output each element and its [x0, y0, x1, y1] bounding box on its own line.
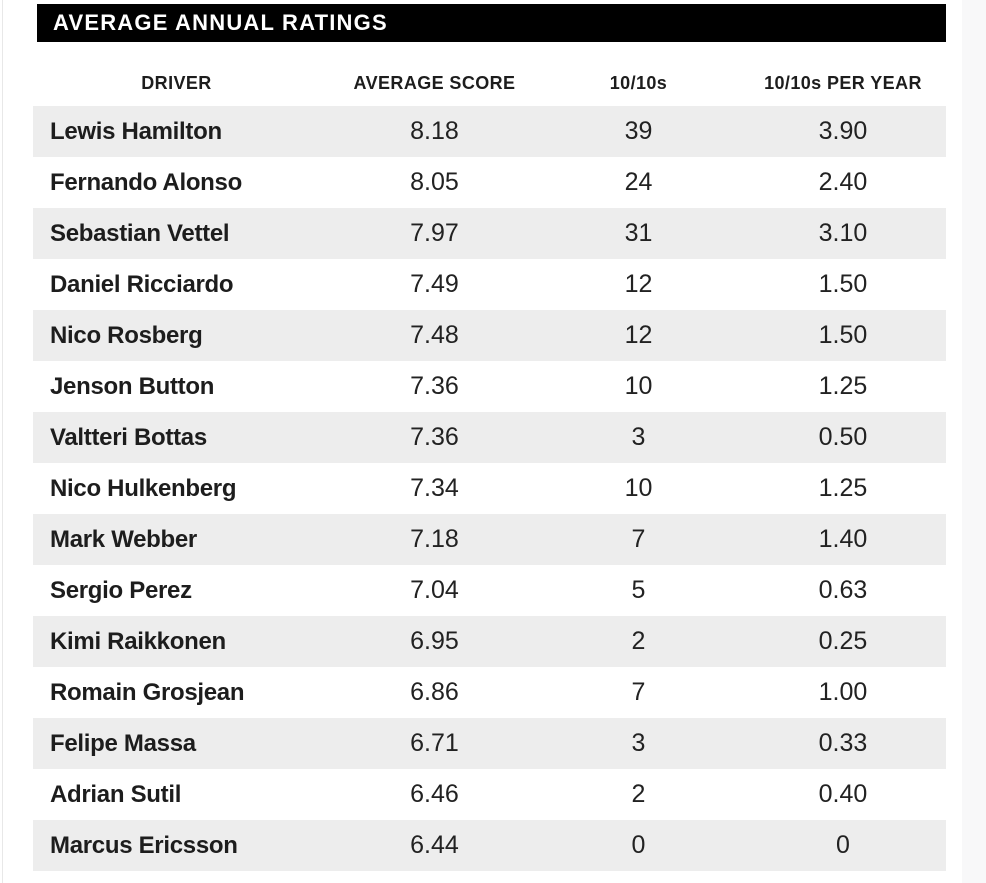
- driver-name-cell: Kimi Raikkonen: [50, 627, 226, 655]
- ratings-table: DRIVER AVERAGE SCORE 10/10s 10/10s PER Y…: [33, 42, 946, 871]
- table-row: Marcus Ericsson 6.44 0 0: [33, 820, 946, 871]
- average-score-cell: 8.05: [410, 168, 459, 196]
- table-row: Sebastian Vettel 7.97 31 3.10: [33, 208, 946, 259]
- average-score-cell: 6.95: [410, 627, 459, 655]
- column-header-average-score: AVERAGE SCORE: [353, 73, 516, 93]
- tens-per-year-cell: 0.33: [818, 729, 868, 757]
- tens-per-year-cell: 1.40: [818, 525, 868, 553]
- right-edge-strip: [962, 0, 986, 883]
- table-row: Valtteri Bottas 7.36 3 0.50: [33, 412, 946, 463]
- column-header-tens-per-year: 10/10s PER YEAR: [764, 73, 922, 93]
- column-header-driver: DRIVER: [141, 73, 212, 93]
- table-row: Felipe Massa 6.71 3 0.33: [33, 718, 946, 769]
- table-row: Romain Grosjean 6.86 7 1.00: [33, 667, 946, 718]
- table-row: Kimi Raikkonen 6.95 2 0.25: [33, 616, 946, 667]
- average-score-cell: 6.44: [410, 831, 459, 859]
- average-score-cell: 6.71: [410, 729, 459, 757]
- tens-count-cell: 24: [624, 168, 653, 196]
- tens-per-year-cell: 2.40: [818, 168, 868, 196]
- driver-name-cell: Nico Rosberg: [50, 321, 203, 349]
- tens-count-cell: 5: [631, 576, 646, 604]
- tens-count-cell: 10: [624, 372, 653, 400]
- tens-count-cell: 2: [631, 627, 646, 655]
- tens-per-year-cell: 0.25: [818, 627, 868, 655]
- page-title: AVERAGE ANNUAL RATINGS: [53, 10, 388, 35]
- tens-per-year-cell: 1.00: [818, 678, 868, 706]
- average-score-cell: 7.49: [410, 270, 459, 298]
- tens-count-cell: 39: [624, 117, 653, 145]
- tens-per-year-cell: 0.40: [818, 780, 868, 808]
- average-score-cell: 7.34: [410, 474, 459, 502]
- driver-name-cell: Jenson Button: [50, 372, 215, 400]
- table-row: Fernando Alonso 8.05 24 2.40: [33, 157, 946, 208]
- table-row: Lewis Hamilton 8.18 39 3.90: [33, 106, 946, 157]
- driver-name-cell: Mark Webber: [50, 525, 197, 553]
- column-header-tens: 10/10s: [609, 73, 668, 93]
- tens-per-year-cell: 1.50: [818, 321, 868, 349]
- tens-count-cell: 0: [631, 831, 646, 859]
- table-header-row: DRIVER AVERAGE SCORE 10/10s 10/10s PER Y…: [33, 42, 946, 106]
- tens-count-cell: 12: [624, 270, 653, 298]
- driver-name-cell: Sergio Perez: [50, 576, 192, 604]
- tens-count-cell: 7: [631, 678, 646, 706]
- tens-count-cell: 31: [624, 219, 653, 247]
- tens-per-year-cell: 1.25: [818, 474, 868, 502]
- table-row: Mark Webber 7.18 7 1.40: [33, 514, 946, 565]
- table-row: Sergio Perez 7.04 5 0.63: [33, 565, 946, 616]
- tens-per-year-cell: 1.25: [818, 372, 868, 400]
- average-score-cell: 6.86: [410, 678, 459, 706]
- table-row: Jenson Button 7.36 10 1.25: [33, 361, 946, 412]
- tens-count-cell: 3: [631, 423, 646, 451]
- average-score-cell: 7.48: [410, 321, 459, 349]
- table-body: Lewis Hamilton 8.18 39 3.90 Fernando Alo…: [33, 106, 946, 871]
- table-row: Nico Rosberg 7.48 12 1.50: [33, 310, 946, 361]
- average-score-cell: 7.36: [410, 423, 459, 451]
- driver-name-cell: Daniel Ricciardo: [50, 270, 234, 298]
- tens-per-year-cell: 0.63: [818, 576, 868, 604]
- driver-name-cell: Lewis Hamilton: [50, 117, 222, 145]
- tens-per-year-cell: 0.50: [818, 423, 868, 451]
- tens-count-cell: 2: [631, 780, 646, 808]
- tens-count-cell: 10: [624, 474, 653, 502]
- driver-name-cell: Romain Grosjean: [50, 678, 245, 706]
- driver-name-cell: Adrian Sutil: [50, 780, 182, 808]
- title-bar: AVERAGE ANNUAL RATINGS: [37, 4, 946, 42]
- left-edge-line: [2, 0, 3, 883]
- table-row: Daniel Ricciardo 7.49 12 1.50: [33, 259, 946, 310]
- driver-name-cell: Valtteri Bottas: [50, 423, 207, 451]
- table-row: Adrian Sutil 6.46 2 0.40: [33, 769, 946, 820]
- tens-per-year-cell: 3.90: [818, 117, 868, 145]
- tens-count-cell: 3: [631, 729, 646, 757]
- driver-name-cell: Marcus Ericsson: [50, 831, 238, 859]
- driver-name-cell: Fernando Alonso: [50, 168, 242, 196]
- average-score-cell: 7.36: [410, 372, 459, 400]
- average-score-cell: 7.04: [410, 576, 459, 604]
- average-score-cell: 7.97: [410, 219, 459, 247]
- average-score-cell: 6.46: [410, 780, 459, 808]
- average-score-cell: 7.18: [410, 525, 459, 553]
- table-row: Nico Hulkenberg 7.34 10 1.25: [33, 463, 946, 514]
- driver-name-cell: Sebastian Vettel: [50, 219, 230, 247]
- tens-count-cell: 7: [631, 525, 646, 553]
- tens-per-year-cell: 1.50: [818, 270, 868, 298]
- driver-name-cell: Felipe Massa: [50, 729, 196, 757]
- tens-per-year-cell: 3.10: [818, 219, 868, 247]
- driver-name-cell: Nico Hulkenberg: [50, 474, 237, 502]
- tens-per-year-cell: 0: [836, 831, 850, 859]
- average-score-cell: 8.18: [410, 117, 459, 145]
- tens-count-cell: 12: [624, 321, 653, 349]
